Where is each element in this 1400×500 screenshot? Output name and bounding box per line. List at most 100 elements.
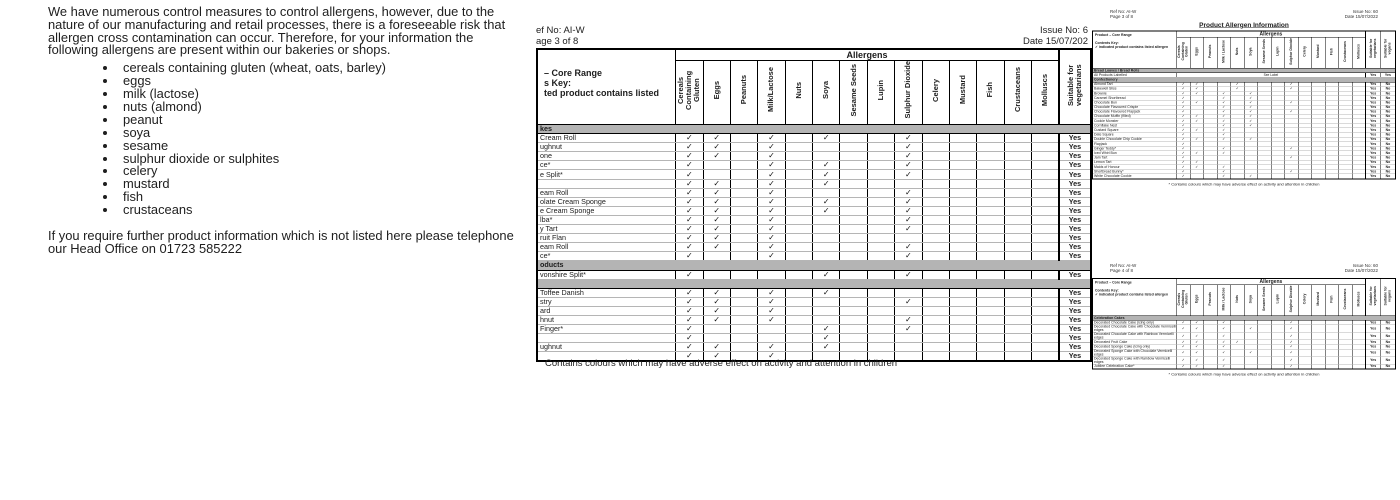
allergen-check-cell: [784, 187, 814, 198]
allergen-bullet-item: eggs: [118, 74, 522, 88]
suitability-cell: Yes: [1057, 169, 1092, 180]
allergen-check-cell: [866, 169, 896, 180]
allergen-check-cell: ✓: [702, 187, 731, 198]
allergen-check-cell: ✓: [675, 342, 704, 353]
product-name-cell: ruit Flan: [537, 233, 677, 244]
allergen-check-cell: ✓: [757, 296, 786, 307]
allergen-check-cell: [1203, 348, 1218, 357]
allergen-check-cell: [948, 214, 978, 226]
allergen-check-cell: [729, 287, 759, 298]
suitability-cell: No: [1380, 104, 1396, 110]
allergen-check-cell: [1003, 251, 1033, 262]
allergen-check-cell: [866, 296, 896, 307]
suitability-cell: Yes: [1057, 214, 1092, 226]
allergen-check-cell: [976, 151, 1005, 162]
allergen-check-cell: [784, 324, 814, 335]
allergen-check-cell: [729, 224, 759, 235]
allergen-check-cell: [921, 205, 950, 216]
section-row: Confectionery: [1092, 77, 1396, 83]
allergen-check-cell: [812, 187, 841, 198]
allergen-check-cell: ✓: [675, 133, 704, 144]
allergen-check-cell: [894, 351, 923, 362]
allergen-check-cell: [1351, 324, 1366, 333]
allergen-check-cell: [812, 305, 841, 316]
product-name-cell: Jubilee Celebration Cake*: [1092, 363, 1177, 370]
allergen-check-cell: ✓: [757, 251, 786, 262]
product-row: ruit Flan ✓ ✓ ✓ Yes: [537, 233, 1092, 244]
allergen-table: Product – Core Range Contents Key: ✓ indic…: [1092, 30, 1397, 180]
allergen-check-cell: [948, 160, 978, 171]
section-row: oducts: [536, 260, 1092, 271]
allergen-check-cell: [729, 251, 759, 262]
allergen-check-cell: [976, 233, 1005, 244]
allergen-check-cell: [839, 269, 868, 280]
allergen-table: Product – Core Range Contents Key: ✓ indic…: [1092, 278, 1397, 370]
allergen-check-cell: ✓: [1189, 363, 1204, 370]
allergen-check-cell: [976, 333, 1005, 344]
allergen-bullet-item: soya: [118, 126, 522, 140]
allergen-column-header: Soya: [1243, 284, 1258, 316]
allergen-check-cell: [1003, 351, 1033, 362]
allergen-check-cell: ✓: [757, 178, 786, 189]
allergen-check-cell: [839, 296, 868, 307]
product-name-cell: e Split*: [537, 169, 677, 180]
allergen-check-cell: ✓: [1216, 173, 1231, 179]
allergen-check-cell: [976, 305, 1005, 316]
date-text: Date 15/07/202: [1023, 36, 1088, 47]
suitability-cell: Yes: [1057, 324, 1092, 335]
allergen-check-cell: [1351, 332, 1366, 341]
product-row: ce* ✓ ✓ ✓ Yes: [537, 251, 1092, 262]
allergen-check-cell: [729, 187, 759, 198]
allergen-column-header: Milk/Lactose: [757, 60, 786, 125]
allergen-check-cell: [1351, 363, 1366, 370]
allergen-check-cell: ✓: [894, 269, 923, 280]
allergen-check-cell: [1003, 151, 1033, 162]
allergen-check-cell: ✓: [702, 151, 731, 162]
allergen-check-cell: [1324, 324, 1339, 333]
suitability-cell: Yes: [1057, 251, 1092, 262]
allergen-check-cell: ✓: [1284, 356, 1299, 365]
allergen-check-cell: [1003, 287, 1033, 298]
allergen-check-cell: ✓: [757, 242, 786, 253]
allergen-column-header: Molluscs: [1351, 37, 1366, 69]
product-name-cell: eam Roll: [537, 242, 677, 253]
allergen-check-cell: [784, 251, 814, 262]
contents-key-line: ted product contains listed: [544, 88, 660, 98]
allergen-check-cell: [839, 287, 868, 298]
product-row: Chocolate Flavoured Crispie ✓ ✓ ✓ Yes No: [1092, 104, 1396, 110]
mini-3-ref: Ref No: AI-W Page 3 of 8: [1110, 9, 1136, 19]
allergen-column-header: Cereals Containing Gluten: [1176, 284, 1191, 316]
allergen-check-cell: ✓: [757, 205, 786, 216]
allergen-check-cell: ✓: [1243, 173, 1258, 179]
product-row: vonshire Split* ✓ ✓ ✓ Yes: [537, 269, 1092, 280]
allergen-check-cell: [921, 296, 950, 307]
allergen-check-cell: [1338, 348, 1353, 357]
allergen-check-cell: [866, 133, 896, 144]
allergen-check-cell: [729, 169, 759, 180]
allergen-check-cell: [948, 333, 978, 344]
allergen-check-cell: [948, 324, 978, 335]
suitability-cell: Yes: [1057, 287, 1092, 298]
allergen-check-cell: ✓: [757, 133, 786, 144]
allergen-column-header: Soya: [1243, 37, 1258, 69]
allergen-column-header: Crustaceans: [1338, 284, 1353, 316]
allergen-check-cell: [784, 269, 814, 280]
allergen-column-header: Cereals Containing Gluten: [675, 60, 704, 125]
product-name-cell: Decorated Sponge Cake with Rainbow Vermi…: [1092, 356, 1177, 365]
suitability-cell: Yes: [1057, 178, 1092, 189]
allergen-check-cell: [839, 242, 868, 253]
allergen-bullet-item: cereals containing gluten (wheat, oats, …: [118, 61, 522, 75]
middle-allergen-table-container: – Core Range s Key: ted product contains l…: [536, 48, 1092, 363]
allergen-check-cell: [866, 196, 896, 207]
allergen-check-cell: ✓: [675, 214, 704, 226]
allergen-check-cell: [866, 214, 896, 226]
allergen-check-cell: [921, 305, 950, 316]
allergen-check-cell: ✓: [675, 351, 704, 362]
allergen-column-header: Sulphur Dioxide: [1284, 37, 1299, 69]
allergen-check-cell: [1031, 333, 1060, 344]
allergen-check-cell: [894, 287, 923, 298]
product-name-cell: [537, 333, 677, 344]
allergen-check-cell: ✓: [757, 233, 786, 244]
allergen-check-cell: [866, 269, 896, 280]
allergen-check-cell: [948, 251, 978, 262]
